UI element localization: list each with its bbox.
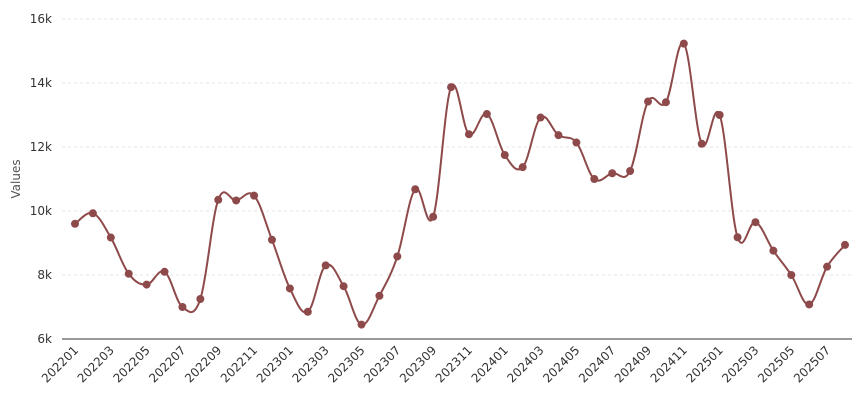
data-point: [590, 175, 599, 183]
grid-lines: [62, 18, 852, 276]
data-point: [447, 83, 456, 92]
data-point: [429, 212, 438, 221]
y-tick-label: 14k: [30, 76, 52, 90]
data-point: [357, 320, 366, 329]
data-point: [106, 233, 115, 242]
x-tick-label: 202401: [469, 343, 511, 385]
data-point: [339, 282, 348, 291]
x-tick-label: 202409: [612, 343, 654, 385]
data-point: [214, 195, 223, 204]
x-tick-label: 202501: [683, 343, 725, 385]
data-point: [464, 130, 473, 139]
data-point: [841, 240, 849, 249]
y-tick-label: 8k: [37, 268, 52, 282]
data-point: [393, 252, 402, 261]
data-point: [661, 98, 670, 107]
x-tick-label: 202209: [182, 343, 224, 385]
data-point: [375, 291, 384, 300]
data-point: [697, 139, 706, 148]
y-tick-label: 16k: [30, 12, 52, 26]
y-axis-ticks: 6k 8k 10k 12k 14k 16k: [30, 12, 52, 346]
data-point: [178, 303, 187, 311]
data-point: [285, 284, 294, 293]
data-points: [71, 39, 849, 329]
x-tick-label: 202405: [540, 343, 582, 385]
x-tick-label: 202305: [325, 343, 367, 385]
data-point: [608, 169, 617, 178]
x-tick-label: 202203: [75, 343, 117, 385]
data-point: [142, 280, 151, 289]
x-tick-label: 202205: [110, 343, 152, 385]
y-tick-label: 12k: [30, 140, 52, 154]
x-tick-label: 202307: [361, 343, 403, 385]
x-tick-label: 202301: [254, 343, 296, 385]
data-point: [411, 185, 420, 194]
data-point: [805, 300, 814, 309]
data-point: [250, 191, 259, 200]
x-tick-label: 202211: [218, 343, 260, 385]
data-point: [518, 163, 527, 172]
y-axis-title: Values: [9, 159, 23, 198]
data-point: [769, 246, 778, 255]
series-line: [74, 42, 846, 326]
x-tick-label: 202411: [648, 343, 690, 385]
data-point: [500, 151, 509, 159]
x-tick-label: 202207: [146, 343, 188, 385]
x-tick-label: 202311: [433, 343, 475, 385]
data-point: [71, 219, 79, 228]
y-tick-label: 10k: [30, 204, 52, 218]
data-point: [751, 218, 760, 227]
data-point: [196, 295, 205, 303]
data-point: [88, 209, 97, 218]
x-tick-label: 202407: [576, 343, 618, 385]
data-point: [160, 267, 169, 276]
data-point: [303, 307, 312, 316]
data-point: [733, 233, 742, 242]
data-point: [715, 111, 724, 119]
data-point: [267, 235, 276, 244]
x-tick-label: 202505: [755, 343, 797, 385]
data-point: [124, 269, 133, 278]
x-tick-label: 202503: [719, 343, 761, 385]
data-point: [787, 271, 796, 279]
data-point: [536, 113, 545, 122]
x-tick-label: 202403: [504, 343, 546, 385]
data-point: [823, 262, 832, 271]
data-point: [644, 97, 653, 106]
x-tick-label: 202303: [290, 343, 332, 385]
x-tick-label: 202309: [397, 343, 439, 385]
y-tick-label: 6k: [37, 332, 52, 346]
data-point: [626, 167, 635, 175]
x-axis-ticks: 2022012022032022052022072022092022112023…: [39, 343, 833, 385]
data-point: [482, 110, 491, 119]
data-point: [572, 138, 581, 147]
data-point: [554, 131, 563, 140]
x-tick-label: 202507: [791, 343, 833, 385]
data-point: [679, 39, 688, 48]
data-point: [232, 196, 241, 205]
x-tick-label: 202201: [39, 343, 81, 385]
data-point: [321, 261, 330, 270]
